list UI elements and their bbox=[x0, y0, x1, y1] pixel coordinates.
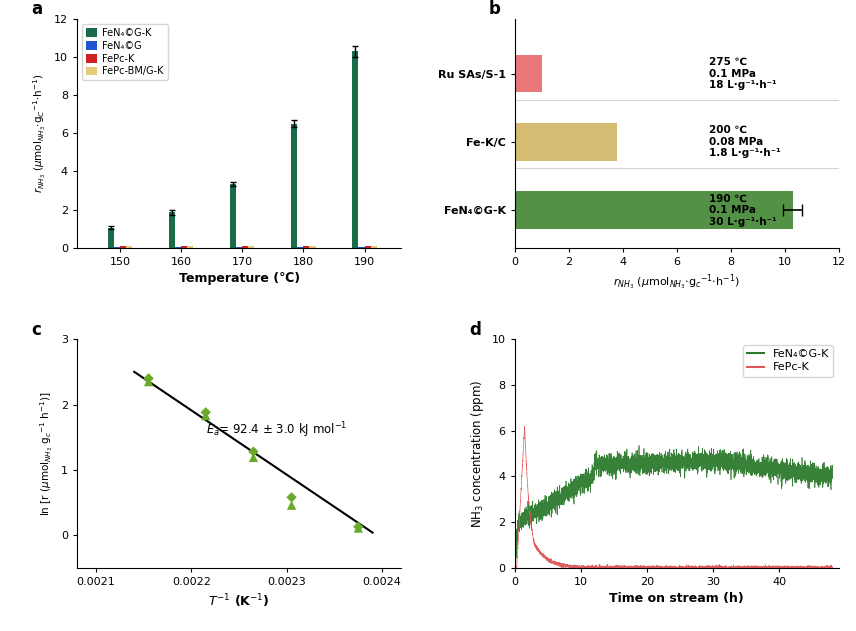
X-axis label: Temperature (℃): Temperature (℃) bbox=[179, 272, 300, 285]
Bar bbox=[514, 191, 793, 229]
Y-axis label: ln [r ($\mu$mol$_{NH_3}$ g$_c$$^{-1}$ h$^{-1}$)]: ln [r ($\mu$mol$_{NH_3}$ g$_c$$^{-1}$ h$… bbox=[39, 391, 56, 516]
Bar bbox=[310, 245, 316, 247]
Point bbox=[285, 500, 299, 510]
Text: d: d bbox=[469, 321, 481, 339]
Point bbox=[199, 411, 212, 421]
Text: 200 ℃
0.08 MPa
1.8 L·g⁻¹·h⁻¹: 200 ℃ 0.08 MPa 1.8 L·g⁻¹·h⁻¹ bbox=[710, 125, 781, 158]
Text: b: b bbox=[489, 1, 501, 18]
Bar bbox=[291, 124, 297, 247]
Point bbox=[142, 377, 156, 387]
Text: $E_a$= 92.4 ± 3.0 kJ mol$^{-1}$: $E_a$= 92.4 ± 3.0 kJ mol$^{-1}$ bbox=[205, 420, 348, 440]
Bar bbox=[108, 228, 114, 247]
Y-axis label: $r_{NH_3}$ ($\mu$mol$_{NH_3}$$\cdot$g$_C$$^{-1}$$\cdot$h$^{-1}$): $r_{NH_3}$ ($\mu$mol$_{NH_3}$$\cdot$g$_C… bbox=[32, 74, 48, 193]
Bar bbox=[303, 246, 310, 247]
Y-axis label: NH$_3$ concentration (ppm): NH$_3$ concentration (ppm) bbox=[469, 379, 486, 528]
Bar bbox=[248, 245, 254, 247]
Point bbox=[142, 374, 156, 384]
Bar bbox=[230, 184, 236, 247]
Text: 275 ℃
0.1 MPa
18 L·g⁻¹·h⁻¹: 275 ℃ 0.1 MPa 18 L·g⁻¹·h⁻¹ bbox=[710, 57, 777, 90]
Bar bbox=[126, 245, 132, 247]
Point bbox=[352, 522, 366, 532]
Point bbox=[199, 408, 212, 418]
Legend: FeN₄©G-K, FePc-K: FeN₄©G-K, FePc-K bbox=[742, 345, 834, 377]
Point bbox=[285, 492, 299, 502]
Bar bbox=[181, 246, 187, 247]
Text: a: a bbox=[32, 1, 43, 18]
Bar bbox=[187, 245, 193, 247]
X-axis label: Time on stream (h): Time on stream (h) bbox=[609, 593, 744, 606]
Bar bbox=[120, 246, 126, 247]
Bar bbox=[242, 246, 248, 247]
X-axis label: $T^{-1}$ (K$^{-1}$): $T^{-1}$ (K$^{-1}$) bbox=[208, 593, 270, 610]
Point bbox=[247, 447, 260, 457]
Point bbox=[247, 452, 260, 463]
Bar bbox=[514, 55, 542, 92]
Bar bbox=[514, 123, 617, 161]
Bar bbox=[353, 51, 359, 247]
Bar bbox=[169, 213, 175, 247]
Bar bbox=[371, 245, 377, 247]
Text: c: c bbox=[32, 321, 42, 339]
Legend: FeN₄©G-K, FeN₄©G, FePc-K, FePc-BM/G-K: FeN₄©G-K, FeN₄©G, FePc-K, FePc-BM/G-K bbox=[82, 24, 168, 80]
X-axis label: $r_{NH_3}$ ($\mu$mol$_{NH_3}$$\cdot$g$_c$$^{-1}$$\cdot$h$^{-1}$): $r_{NH_3}$ ($\mu$mol$_{NH_3}$$\cdot$g$_c… bbox=[614, 272, 740, 292]
Text: 190 ℃
0.1 MPa
30 L·g⁻¹·h⁻¹: 190 ℃ 0.1 MPa 30 L·g⁻¹·h⁻¹ bbox=[710, 194, 777, 227]
Point bbox=[352, 523, 366, 533]
Bar bbox=[365, 246, 371, 247]
